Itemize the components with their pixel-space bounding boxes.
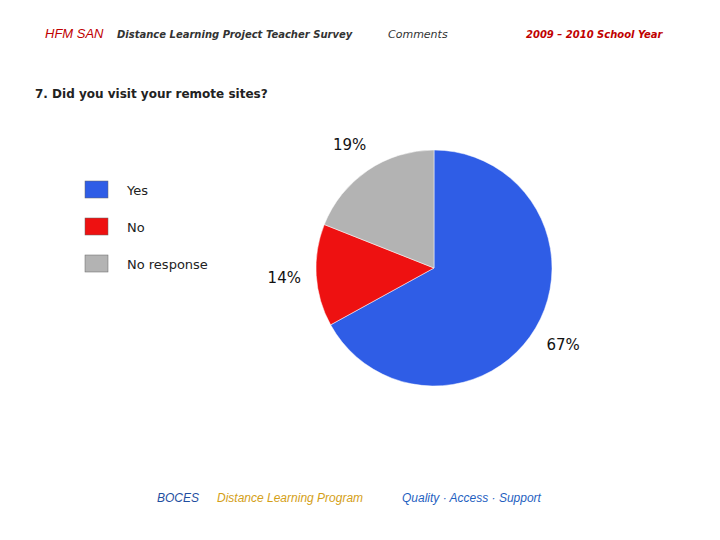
- footer-org: BOCES: [157, 491, 199, 505]
- data-label: 67%: [546, 336, 579, 354]
- header-section: Comments: [388, 28, 448, 41]
- data-label: 14%: [268, 269, 301, 287]
- legend-swatch: [85, 218, 108, 235]
- header-project: Distance Learning Project Teacher Survey: [117, 29, 353, 40]
- legend-label: No response: [127, 257, 208, 272]
- data-label: 19%: [333, 136, 366, 154]
- legend-swatch: [85, 181, 108, 198]
- chart-title: 7. Did you visit your remote sites?: [35, 87, 268, 101]
- footer-motto: Quality · Access · Support: [402, 491, 542, 505]
- legend-swatch: [85, 255, 108, 272]
- legend: [85, 181, 108, 272]
- legend-label: No: [127, 220, 145, 235]
- chart-canvas: HFM SAN Distance Learning Project Teacher…: [0, 0, 720, 540]
- pie-slice: [324, 150, 434, 268]
- pie: [316, 150, 552, 386]
- footer-program: Distance Learning Program: [217, 491, 363, 505]
- legend-label: Yes: [126, 183, 148, 198]
- header-year: 2009 – 2010 School Year: [526, 29, 663, 40]
- header-brand: HFM SAN: [45, 26, 104, 41]
